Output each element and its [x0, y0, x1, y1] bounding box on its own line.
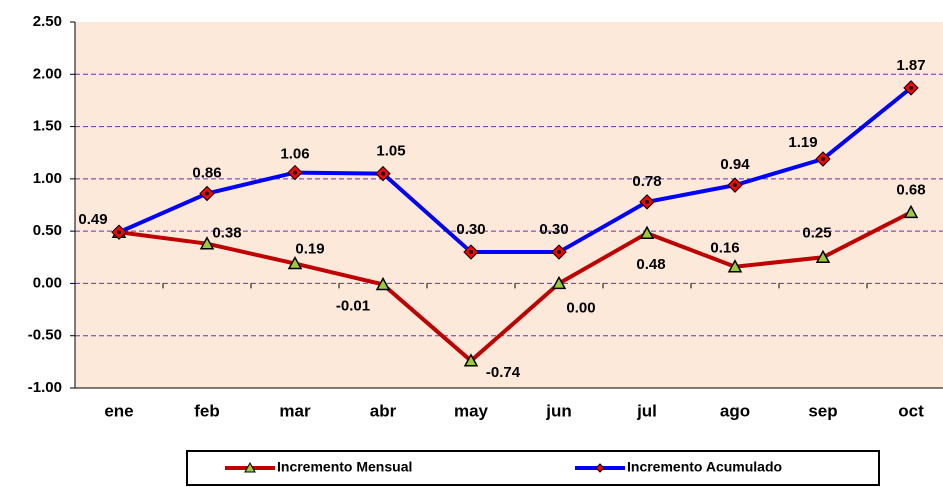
marker: [903, 204, 919, 219]
marker: [815, 249, 831, 264]
y-tick-label: 0.50: [33, 222, 62, 239]
marker: [727, 259, 743, 273]
x-tick-label: jun: [545, 401, 572, 420]
marker-center: [557, 250, 561, 255]
data-label: 1.06: [280, 146, 309, 163]
marker: [639, 225, 655, 239]
data-label: 0.38: [212, 225, 241, 242]
x-tick-label: sep: [808, 401, 837, 420]
marker-center: [469, 250, 473, 255]
x-tick-label: ene: [104, 401, 133, 420]
y-tick-label: -1.00: [28, 379, 62, 396]
data-label: 0.16: [710, 240, 739, 257]
series-line: [118, 86, 913, 255]
marker-center: [909, 85, 913, 90]
series-line: [118, 210, 912, 364]
marker: [287, 255, 303, 270]
y-tick-label: 1.00: [33, 170, 62, 187]
data-label: 0.49: [78, 211, 107, 228]
marker: [375, 276, 391, 291]
marker-center: [381, 171, 385, 176]
marker-center: [117, 230, 121, 235]
marker: [551, 275, 567, 290]
y-tick-label: -0.50: [28, 327, 62, 344]
data-label: 0.00: [566, 299, 595, 316]
data-label: 0.86: [192, 164, 221, 181]
data-label: 1.87: [896, 57, 925, 74]
marker-center: [733, 183, 737, 188]
data-label: -0.74: [486, 364, 521, 381]
y-tick-label: 0.00: [33, 274, 62, 291]
y-tick-label: 2.50: [33, 13, 62, 30]
data-label: 0.68: [896, 181, 925, 198]
marker: [199, 236, 215, 250]
data-label: -0.01: [336, 297, 370, 314]
x-tick-label: jul: [636, 401, 657, 420]
plot-background: [75, 22, 943, 388]
x-tick-label: feb: [194, 401, 220, 420]
data-label: 1.19: [788, 134, 817, 151]
x-tick-label: may: [454, 401, 489, 420]
y-tick-label: 2.00: [33, 65, 62, 82]
marker-center: [293, 170, 297, 175]
legend-marker: [244, 461, 256, 473]
x-tick-label: mar: [279, 401, 311, 420]
marker: [463, 353, 479, 367]
data-label: 0.94: [720, 156, 750, 173]
marker-center: [205, 191, 209, 196]
data-label: 0.78: [632, 173, 661, 190]
x-tick-label: oct: [898, 401, 924, 420]
legend-label: Incremento Acumulado: [627, 459, 782, 475]
legend-label: Incremento Mensual: [277, 459, 412, 475]
x-tick-label: abr: [370, 401, 397, 420]
legend: [186, 450, 880, 486]
data-label: 0.19: [295, 241, 324, 258]
data-label: 1.05: [376, 143, 405, 160]
data-label: 0.30: [539, 221, 568, 238]
x-tick-label: ago: [720, 401, 750, 420]
marker-center: [821, 156, 825, 161]
data-label: 0.25: [802, 224, 831, 241]
legend-marker: [595, 463, 605, 473]
data-label: 0.48: [636, 256, 665, 273]
data-label: 0.30: [456, 221, 485, 238]
y-tick-label: 1.50: [33, 118, 62, 135]
marker-center: [645, 199, 649, 204]
